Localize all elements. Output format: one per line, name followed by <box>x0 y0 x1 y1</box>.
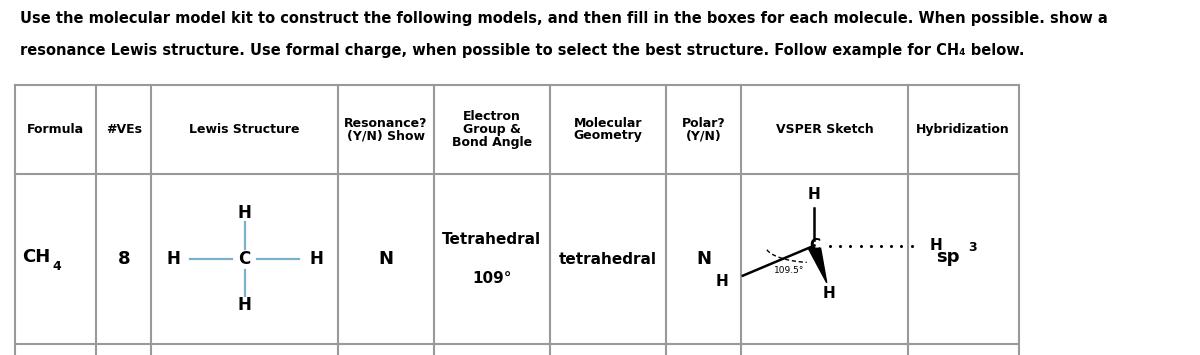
Text: Bond Angle: Bond Angle <box>451 136 532 149</box>
Text: Geometry: Geometry <box>574 130 642 142</box>
Text: H: H <box>310 250 323 268</box>
Text: CH: CH <box>23 248 50 266</box>
Text: Lewis Structure: Lewis Structure <box>190 123 300 136</box>
Text: 4: 4 <box>53 261 61 273</box>
Text: N: N <box>378 250 394 268</box>
Text: resonance Lewis structure. Use formal charge, when possible to select the best s: resonance Lewis structure. Use formal ch… <box>20 43 1025 58</box>
Polygon shape <box>809 248 827 283</box>
Text: H: H <box>822 286 835 301</box>
Text: N: N <box>696 250 710 268</box>
Text: H: H <box>808 186 821 202</box>
Text: Group &: Group & <box>463 123 521 136</box>
Text: H: H <box>166 250 180 268</box>
Text: VSPER Sketch: VSPER Sketch <box>775 123 874 136</box>
Text: (Y/N) Show: (Y/N) Show <box>347 130 425 142</box>
Text: 109.5°: 109.5° <box>774 266 804 275</box>
Text: Use the molecular model kit to construct the following models, and then fill in : Use the molecular model kit to construct… <box>20 11 1109 26</box>
Text: H: H <box>716 273 728 289</box>
Text: sp: sp <box>936 248 960 266</box>
Text: Resonance?: Resonance? <box>344 117 427 130</box>
Text: Polar?: Polar? <box>682 117 725 130</box>
Text: H: H <box>930 238 943 253</box>
Text: #VEs: #VEs <box>106 123 142 136</box>
Text: Molecular: Molecular <box>574 117 642 130</box>
Text: C: C <box>239 250 251 268</box>
Text: Hybridization: Hybridization <box>917 123 1010 136</box>
Text: tetrahedral: tetrahedral <box>559 252 656 267</box>
Text: H: H <box>238 204 252 222</box>
Text: 8: 8 <box>118 250 130 268</box>
Text: Electron: Electron <box>463 110 521 123</box>
Text: Tetrahedral: Tetrahedral <box>442 232 541 247</box>
Text: C: C <box>809 238 820 253</box>
Text: 109°: 109° <box>472 271 511 286</box>
Text: Formula: Formula <box>28 123 84 136</box>
Text: H: H <box>238 296 252 314</box>
Text: 3: 3 <box>968 241 977 254</box>
Text: (Y/N): (Y/N) <box>685 130 721 142</box>
